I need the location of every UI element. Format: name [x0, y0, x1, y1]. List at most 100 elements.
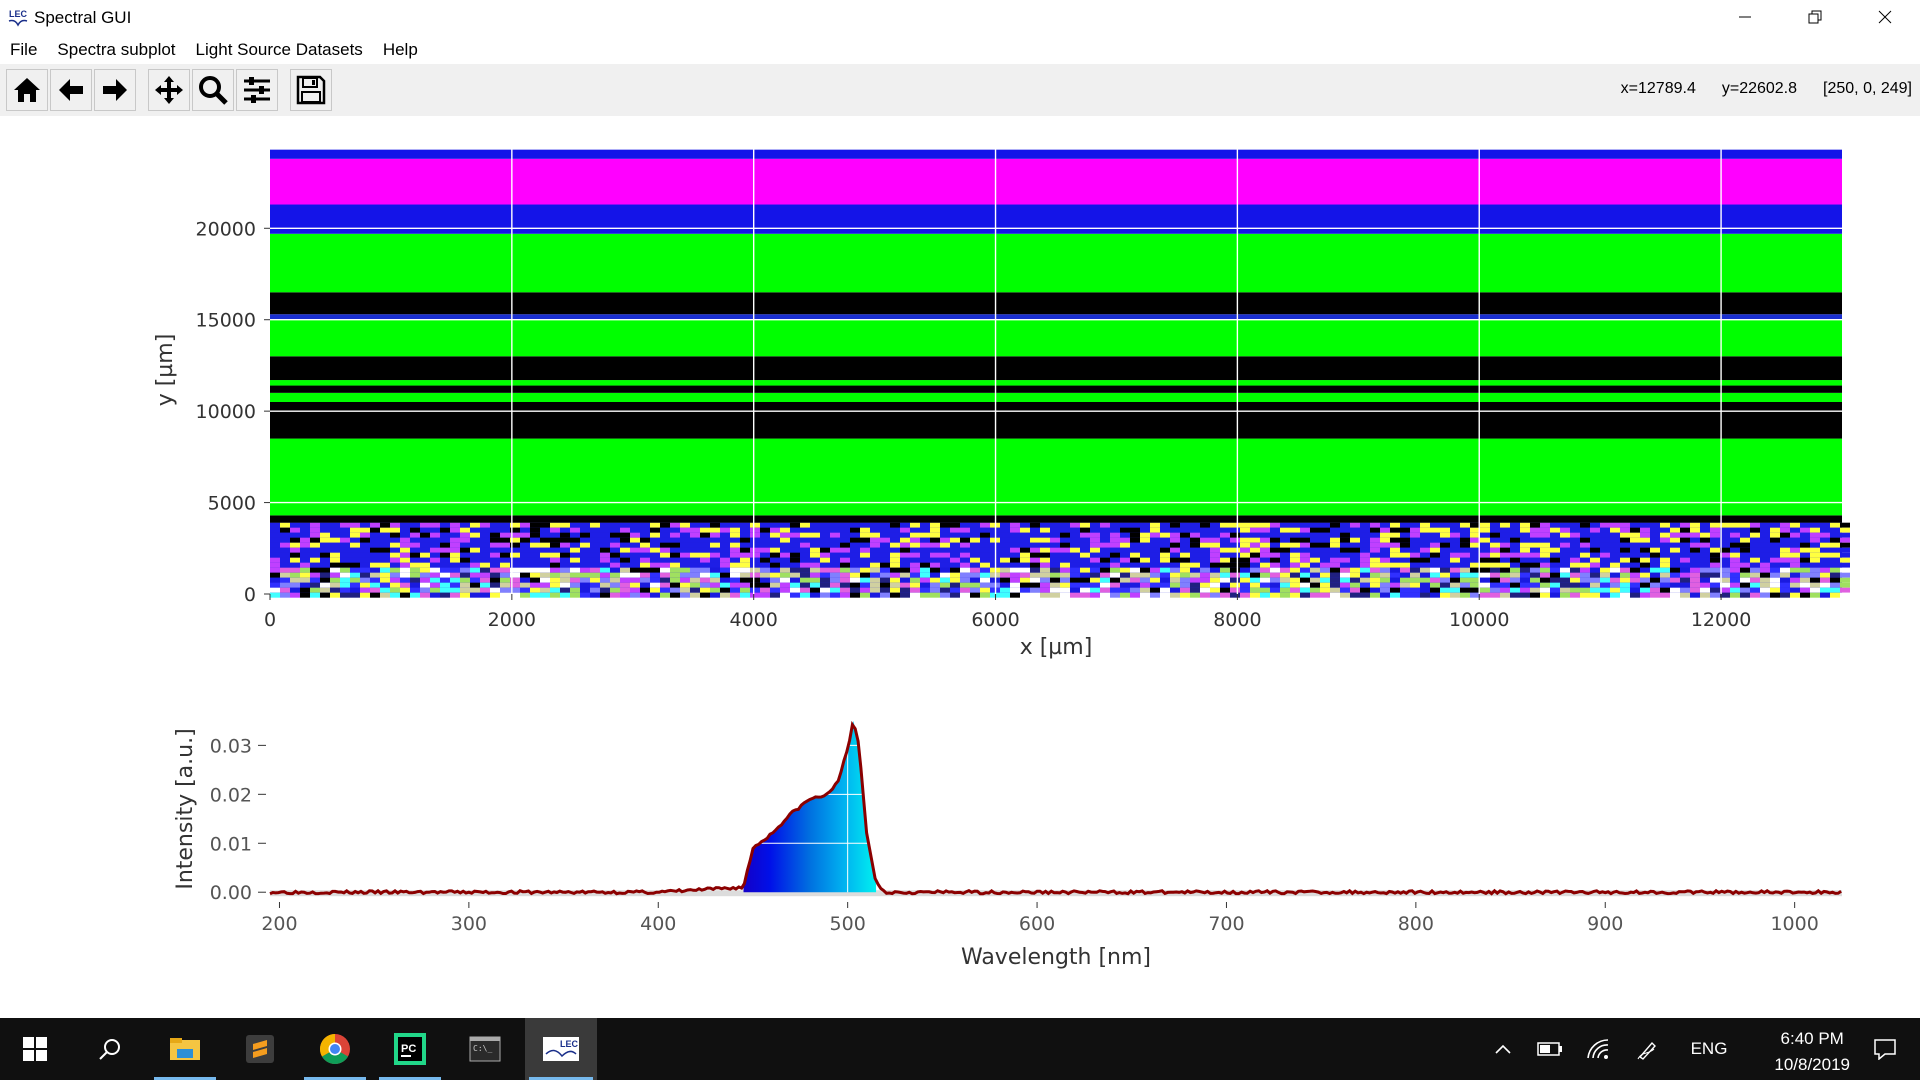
menu-light-source-datasets[interactable]: Light Source Datasets — [195, 40, 363, 59]
heatmap-noise-cell — [400, 562, 410, 568]
heatmap-noise-cell — [1330, 587, 1340, 593]
heatmap-noise-cell — [910, 562, 920, 568]
heatmap-noise-cell — [1280, 537, 1290, 543]
heatmap-noise-cell — [1570, 547, 1580, 553]
show-hidden-icons-button[interactable] — [1485, 1018, 1521, 1080]
spectrum-fill — [743, 720, 877, 893]
heatmap-noise-cell — [1820, 572, 1830, 578]
heatmap-noise-cell — [1530, 527, 1540, 533]
heatmap-noise-cell — [480, 562, 490, 568]
heatmap-noise-cell — [660, 532, 670, 538]
windows-start-button[interactable] — [0, 1018, 70, 1080]
heatmap-noise-cell — [1790, 577, 1800, 583]
zoom-button[interactable] — [192, 69, 234, 111]
heatmap-noise-cell — [850, 552, 860, 558]
spectrum-plot[interactable] — [269, 720, 1842, 897]
heatmap-noise-cell — [1050, 562, 1060, 568]
battery-button[interactable] — [1530, 1018, 1570, 1080]
heatmap-noise-cell — [1410, 527, 1420, 533]
heatmap-noise-cell — [1350, 527, 1360, 533]
file-explorer-button[interactable] — [150, 1018, 220, 1080]
minimize-button[interactable] — [1710, 0, 1780, 34]
heatmap-noise-cell — [1200, 567, 1210, 573]
action-center-button[interactable] — [1850, 1018, 1920, 1080]
heatmap-noise-cell — [1650, 562, 1660, 568]
heatmap-noise-cell — [1390, 537, 1400, 543]
heatmap-noise-cell — [1660, 527, 1670, 533]
heatmap-noise-cell — [1130, 522, 1140, 528]
heatmap-noise-cell — [610, 527, 620, 533]
heatmap-noise-cell — [840, 572, 850, 578]
heatmap-noise-cell — [920, 577, 930, 583]
heatmap-noise-cell — [1560, 532, 1570, 538]
heatmap-noise-cell — [360, 542, 370, 548]
heatmap-noise-cell — [870, 532, 880, 538]
search-button[interactable] — [75, 1018, 145, 1080]
restore-button[interactable] — [1780, 0, 1850, 34]
heatmap-noise-cell — [1680, 527, 1690, 533]
plot-canvas[interactable]: 0 2000 4000 6000 8000 10000 12000 0 5000 10000 150… — [0, 116, 1920, 1018]
network-button[interactable] — [1578, 1018, 1618, 1080]
heatmap-noise-cell — [1280, 557, 1290, 563]
heatmap-noise-cell — [1740, 582, 1750, 588]
save-button[interactable] — [290, 69, 332, 111]
heatmap-noise-cell — [300, 527, 310, 533]
heatmap-noise-cell — [1010, 522, 1020, 528]
heatmap-noise-cell — [740, 572, 750, 578]
heatmap-noise-cell — [980, 532, 990, 538]
heatmap-noise-cell — [470, 592, 480, 598]
home-button[interactable] — [6, 69, 48, 111]
heatmap-noise-cell — [1840, 582, 1850, 588]
spectral-gui-taskbar-button[interactable]: LEC — [525, 1018, 597, 1080]
heatmap-noise-cell — [1800, 572, 1810, 578]
heatmap-noise-cell — [1760, 527, 1770, 533]
pen-button[interactable] — [1628, 1018, 1668, 1080]
heatmap-noise-cell — [1220, 562, 1230, 568]
heatmap-noise-cell — [1550, 557, 1560, 563]
chrome-button[interactable] — [300, 1018, 370, 1080]
heatmap-noise-cell — [1360, 587, 1370, 593]
heatmap-image[interactable] — [270, 149, 1850, 598]
language-indicator[interactable]: ENG — [1678, 1018, 1740, 1080]
heatmap-noise-cell — [1340, 532, 1350, 538]
menu-spectra-subplot[interactable]: Spectra subplot — [57, 40, 176, 59]
heatmap-noise-cell — [1750, 582, 1760, 588]
menu-help[interactable]: Help — [382, 40, 418, 59]
heatmap-noise-cell — [710, 537, 720, 543]
heatmap-noise-cell — [1520, 527, 1530, 533]
heatmap-noise-cell — [1060, 522, 1070, 528]
heatmap-noise-cell — [880, 552, 890, 558]
configure-subplots-button[interactable] — [236, 69, 278, 111]
heatmap-noise-cell — [1060, 562, 1070, 568]
sublime-text-button[interactable] — [225, 1018, 295, 1080]
forward-button[interactable] — [94, 69, 136, 111]
figure[interactable]: 0 2000 4000 6000 8000 10000 120000500010000150… — [0, 116, 1920, 1018]
heatmap-noise-cell — [1020, 582, 1030, 588]
heatmap-noise-cell — [1550, 542, 1560, 548]
heatmap-noise-cell — [1040, 532, 1050, 538]
system-clock[interactable]: 6:40 PM 10/8/2019 — [1774, 1026, 1850, 1078]
heatmap-noise-cell — [1430, 532, 1440, 538]
heatmap-noise-cell — [860, 532, 870, 538]
heatmap-noise-cell — [1460, 577, 1470, 583]
heatmap-noise-cell — [920, 567, 930, 573]
heatmap-noise-cell — [1580, 592, 1590, 598]
back-button[interactable] — [50, 69, 92, 111]
heatmap-noise-cell — [1490, 567, 1500, 573]
heatmap-noise-cell — [1350, 587, 1360, 593]
heatmap-noise-cell — [1600, 547, 1610, 553]
heatmap-noise-cell — [1190, 552, 1200, 558]
pan-button[interactable] — [148, 69, 190, 111]
heatmap-noise-cell — [940, 522, 950, 528]
heatmap-noise-cell — [1670, 532, 1680, 538]
heatmap-noise-cell — [580, 562, 590, 568]
heatmap-noise-cell — [1370, 522, 1380, 528]
heatmap-noise-cell — [1410, 592, 1420, 598]
heatmap-noise-cell — [980, 527, 990, 533]
heatmap-noise-cell — [290, 552, 300, 558]
close-button[interactable] — [1850, 0, 1920, 34]
heatmap-noise-cell — [1290, 567, 1300, 573]
terminal-button[interactable]: C:\_ — [450, 1018, 520, 1080]
pycharm-button[interactable]: PC — [375, 1018, 445, 1080]
menu-file[interactable]: File — [10, 40, 38, 59]
